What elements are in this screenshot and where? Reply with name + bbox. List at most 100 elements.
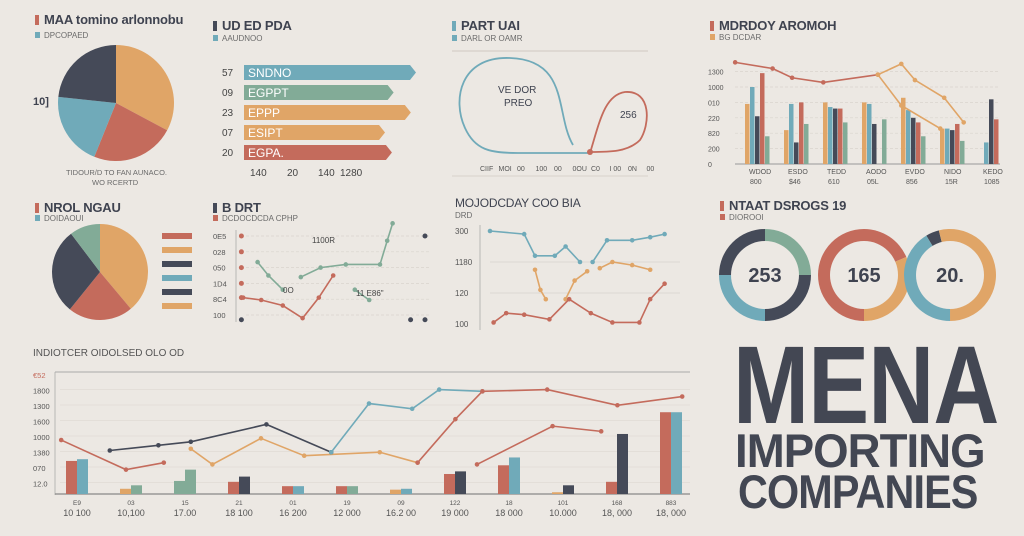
x-tick-label: 20: [287, 168, 299, 179]
x-tick-label: 122: [450, 500, 461, 507]
line-series-point: [280, 287, 286, 293]
x-tick-label: 12 000: [333, 508, 361, 518]
line-series-point: [899, 103, 904, 108]
headline-importing: IMPORTING: [735, 424, 986, 477]
x-tick-label: 15R: [945, 179, 958, 186]
x-tick-label: 0OU: [573, 166, 587, 173]
line-series-point: [590, 259, 595, 265]
line-series-point: [521, 231, 527, 237]
y-tick-label: 010: [708, 100, 720, 107]
x-tick-label: 03: [127, 500, 135, 507]
legend-swatch: [162, 275, 192, 281]
bar: [760, 73, 765, 164]
line-series-point: [188, 439, 194, 445]
line-series-point: [161, 460, 167, 465]
bar: [994, 119, 999, 164]
line-series: [564, 270, 588, 300]
x-tick-label: 100: [536, 166, 548, 173]
bar: [843, 122, 848, 164]
line-series-point: [532, 267, 538, 273]
marker-point: [422, 233, 428, 239]
line-series-point: [899, 61, 904, 67]
bar: [916, 122, 921, 164]
x-tick-label: AODO: [866, 169, 887, 176]
bar: [66, 460, 77, 494]
legend-swatch: [162, 303, 192, 309]
line-series-point: [390, 221, 395, 226]
y-tick-label: 1800: [33, 387, 50, 396]
bar: [828, 107, 833, 164]
marker-point: [238, 233, 244, 239]
bar: [228, 481, 239, 494]
pie1-slice: [116, 45, 175, 131]
panel8-legend: DIOROOI: [720, 213, 764, 222]
x-tick-label: 883: [666, 500, 677, 507]
line-series-point: [647, 296, 653, 302]
pie2-slice: [71, 224, 100, 272]
legend-swatch: [162, 247, 192, 253]
bar: [455, 471, 466, 494]
line-series-point: [610, 320, 615, 325]
line-series: [476, 425, 602, 466]
y-tick-label: 12.0: [33, 480, 48, 489]
x-tick-label: 0N: [628, 166, 637, 173]
y-tick-label: 1000: [708, 85, 724, 92]
panel5-title: NROL NGAU: [35, 200, 121, 215]
line-series-point: [547, 317, 552, 322]
panel9-title: INDIOTCER OIDOLSED OLO OD: [33, 348, 185, 359]
panel6-title: B DRT: [213, 200, 261, 215]
line-series-point: [732, 60, 738, 65]
line-series-point: [550, 423, 555, 429]
legend-text: BG DCDAR: [719, 33, 762, 42]
line-series: [300, 223, 394, 278]
line-series-point: [604, 238, 610, 243]
y-tick-label: 1300: [33, 402, 50, 411]
annotation: 0O: [283, 286, 294, 295]
line-series-point: [566, 296, 572, 302]
x-tick-label: 16 200: [279, 508, 307, 518]
panel4-title: MDRDOY AROMOH: [710, 18, 836, 33]
line-series-point: [588, 310, 594, 316]
bar: [174, 480, 185, 494]
x-tick-label: 18 100: [225, 508, 253, 518]
bar: [921, 136, 926, 164]
bar-value-label: 20: [222, 148, 234, 159]
line-series-point: [409, 406, 415, 412]
x-tick-label: 101: [558, 500, 569, 507]
line-series-point: [366, 297, 372, 303]
line-series-point: [629, 262, 635, 268]
legend-swatch: [162, 261, 192, 267]
line-series-point: [577, 259, 583, 265]
bar: [244, 85, 394, 100]
line-series-point: [961, 120, 966, 125]
x-tick-label: 10.000: [549, 508, 577, 518]
line-series-point: [210, 462, 215, 467]
x-tick-label: EVDO: [905, 169, 925, 176]
y-tick-label: 100: [455, 320, 469, 329]
headline-companies: COMPANIES: [738, 465, 978, 518]
headline-mena: MENA: [733, 324, 999, 447]
bar: [244, 105, 411, 120]
bar: [509, 457, 520, 494]
marker-point: [238, 249, 244, 255]
annotation: 1100R: [312, 236, 335, 245]
legend-swatch: [162, 289, 192, 295]
line-series: [591, 233, 665, 263]
bar: [989, 99, 994, 164]
line-series-point: [436, 387, 442, 392]
bar: [750, 87, 755, 164]
bar: [282, 486, 293, 494]
x-tick-label: C0: [591, 166, 600, 173]
red-loop-line: [589, 91, 648, 154]
donut-value: 20.: [936, 265, 964, 287]
legend-text: DIOROOI: [729, 213, 764, 222]
x-tick-label: 05L: [867, 179, 879, 186]
marker-point: [238, 317, 244, 323]
legend-swatch: [162, 233, 192, 239]
bar: [906, 110, 911, 164]
line-series-point: [679, 394, 685, 399]
line-series-point: [552, 253, 558, 259]
y-tick-label: 0E5: [213, 232, 226, 241]
line-series-point: [352, 287, 358, 293]
line-series: [416, 388, 683, 464]
